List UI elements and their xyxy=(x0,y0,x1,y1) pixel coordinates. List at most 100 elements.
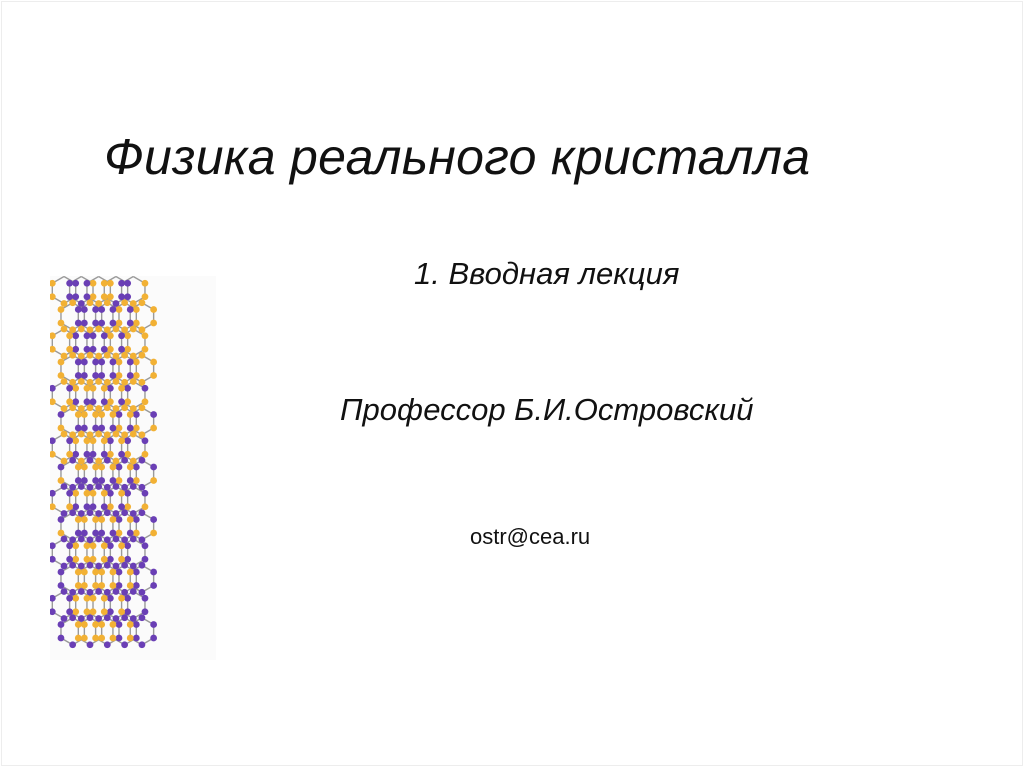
lattice-atom xyxy=(141,608,149,616)
lattice-atom xyxy=(150,319,158,327)
lattice-atom xyxy=(100,293,108,301)
lattice-atom xyxy=(95,457,103,465)
lattice-atom xyxy=(118,594,125,602)
lattice-atom xyxy=(77,405,85,412)
lattice-atom xyxy=(150,529,158,537)
lattice-atom xyxy=(86,404,94,412)
contact-email[interactable]: ostr@cea.ru xyxy=(470,524,591,549)
lattice-atom xyxy=(83,542,91,550)
lattice-atom xyxy=(121,299,129,307)
lattice-atom xyxy=(132,358,140,366)
lattice-atom xyxy=(138,561,146,569)
lattice-atom xyxy=(77,430,85,438)
lattice-atom xyxy=(138,299,146,307)
lattice-atom xyxy=(89,437,97,445)
lattice-atom xyxy=(95,430,103,438)
lattice-atom xyxy=(86,641,94,649)
lattice-atom xyxy=(112,483,120,490)
lattice-atom xyxy=(80,411,88,418)
lattice-atom xyxy=(115,463,123,471)
lattice-atom xyxy=(66,450,74,458)
lattice-atom xyxy=(74,319,82,327)
lattice-atom xyxy=(69,456,77,464)
lattice-atom xyxy=(129,378,137,385)
lattice-atom xyxy=(80,463,88,471)
lattice-atom xyxy=(138,404,146,412)
lattice-atom xyxy=(138,326,146,334)
lattice-atom xyxy=(89,608,97,616)
lattice-atom xyxy=(118,450,125,458)
lattice-atom xyxy=(98,372,106,379)
lattice-atom xyxy=(132,621,140,628)
lattice-atom xyxy=(50,450,56,458)
lattice-atom xyxy=(74,529,82,537)
lattice-atom xyxy=(77,588,85,595)
lattice-atom xyxy=(57,424,65,432)
lattice-atom xyxy=(126,411,134,418)
lattice-atom xyxy=(50,279,56,287)
lattice-atom xyxy=(60,352,68,360)
lattice-atom xyxy=(86,561,94,569)
lattice-atom xyxy=(150,582,158,589)
lattice-atom xyxy=(50,608,56,616)
lattice-atom xyxy=(124,398,132,406)
lattice-atom xyxy=(89,594,97,602)
lattice-atom xyxy=(150,568,158,576)
lattice-atom xyxy=(100,608,108,616)
lattice-atom xyxy=(92,621,100,628)
lattice-atom xyxy=(77,483,85,490)
lattice-atom xyxy=(129,483,137,490)
lattice-atom xyxy=(141,450,149,458)
lattice-atom xyxy=(77,457,85,465)
lattice-atom xyxy=(66,608,74,616)
lattice-atom xyxy=(57,463,65,471)
lattice-atom xyxy=(57,634,65,642)
lattice-atom xyxy=(89,489,97,497)
lattice-atom xyxy=(109,372,117,379)
lattice-atom xyxy=(77,535,85,543)
lattice-atom xyxy=(112,588,120,595)
lattice-atom xyxy=(72,345,80,353)
lattice-atom xyxy=(80,516,88,523)
lattice-atom xyxy=(72,332,80,340)
lattice-atom xyxy=(121,536,129,544)
lattice-atom xyxy=(69,641,77,649)
lattice-atom xyxy=(115,621,123,628)
lattice-atom xyxy=(124,293,132,301)
lattice-atom xyxy=(50,437,56,445)
lattice-atom xyxy=(95,325,103,333)
lattice-atom xyxy=(141,555,149,563)
nanotube-lattice-icon xyxy=(50,276,216,660)
lattice-atom xyxy=(132,568,140,576)
lattice-atom xyxy=(100,437,108,445)
lattice-atom xyxy=(69,351,77,359)
lattice-atom xyxy=(83,345,91,353)
lattice-atom xyxy=(95,483,103,490)
lattice-atom xyxy=(109,516,117,523)
lattice-atom xyxy=(141,384,149,392)
lattice-atom xyxy=(86,351,94,359)
lattice-atom xyxy=(69,536,77,544)
lattice-atom xyxy=(95,562,103,570)
lattice-atom xyxy=(83,503,91,511)
lattice-atom xyxy=(100,555,108,563)
lattice-atom xyxy=(109,477,117,484)
lattice-atom xyxy=(112,615,120,622)
lattice-atom xyxy=(115,424,123,432)
lattice-atom xyxy=(50,542,56,550)
lattice-atom xyxy=(74,621,82,628)
lattice-atom xyxy=(138,431,146,439)
lattice-atom xyxy=(69,509,77,517)
lattice-atom xyxy=(57,477,65,484)
lattice-atom xyxy=(115,582,123,589)
lattice-atom xyxy=(60,588,68,595)
lattice-atom xyxy=(50,555,56,563)
lattice-atom xyxy=(66,542,74,550)
lattice-atom xyxy=(100,450,108,458)
lattice-atom xyxy=(129,352,137,360)
lattice-atom xyxy=(118,279,125,287)
lattice-atom xyxy=(124,489,132,497)
lattice-atom xyxy=(112,430,120,438)
lattice-atom xyxy=(112,535,120,543)
lattice-atom xyxy=(106,398,114,406)
